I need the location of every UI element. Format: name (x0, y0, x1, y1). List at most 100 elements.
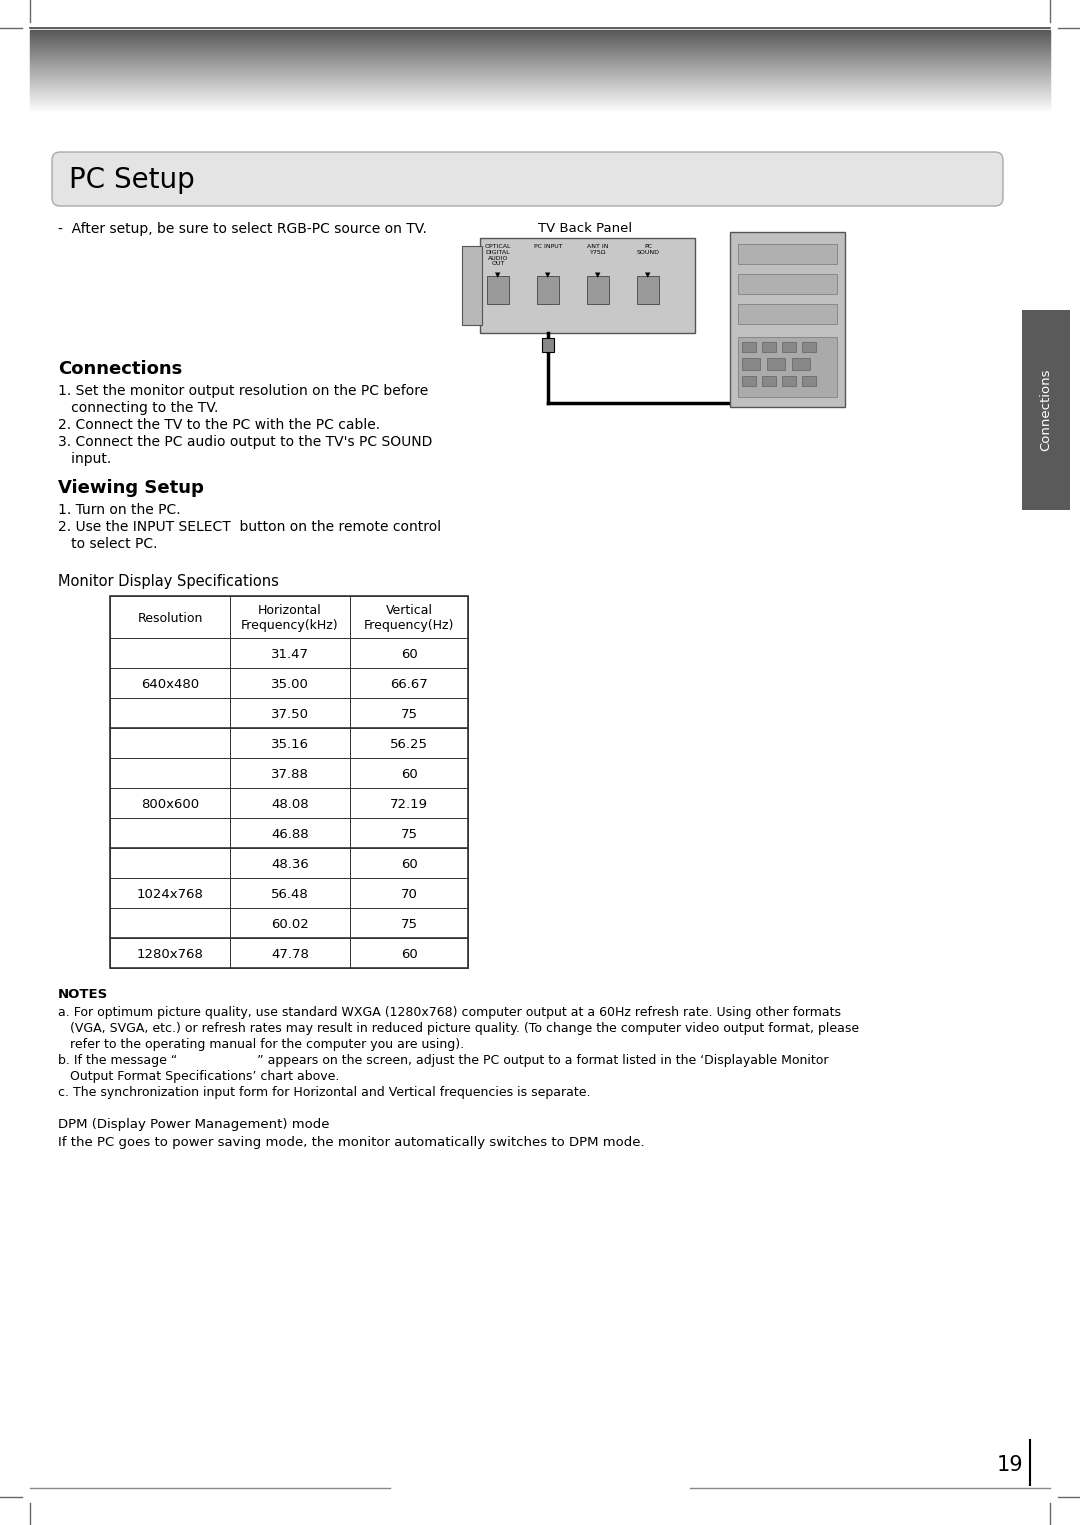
Text: refer to the operating manual for the computer you are using).: refer to the operating manual for the co… (58, 1039, 464, 1051)
Bar (762, 377, 777, 386)
Text: Resolution: Resolution (137, 612, 203, 625)
Bar (350, 788, 468, 817)
Text: ANT IN
Y75Ω: ANT IN Y75Ω (588, 244, 609, 255)
Bar (230, 938, 350, 968)
Text: 2. Connect the TV to the PC with the PC cable.: 2. Connect the TV to the PC with the PC … (58, 418, 380, 432)
Text: ▼: ▼ (545, 271, 551, 278)
Text: 60: 60 (401, 857, 417, 871)
Bar (350, 938, 468, 968)
Text: 48.08: 48.08 (271, 798, 309, 810)
Text: Output Format Specifications’ chart above.: Output Format Specifications’ chart abov… (58, 1071, 339, 1083)
Text: 37.88: 37.88 (271, 767, 309, 781)
Text: 56.25: 56.25 (390, 738, 428, 750)
Text: Monitor Display Specifications: Monitor Display Specifications (58, 573, 279, 589)
Bar (738, 274, 837, 294)
Text: a. For optimum picture quality, use standard WXGA (1280x768) computer output at : a. For optimum picture quality, use stan… (58, 1006, 841, 1019)
Text: PC Setup: PC Setup (69, 166, 194, 194)
Text: DPM (Display Power Management) mode: DPM (Display Power Management) mode (58, 1118, 329, 1132)
Bar (230, 907, 350, 938)
Text: 47.78: 47.78 (271, 947, 309, 961)
Text: connecting to the TV.: connecting to the TV. (58, 401, 218, 415)
Text: PC INPUT: PC INPUT (534, 244, 563, 249)
Text: (VGA, SVGA, etc.) or refresh rates may result in reduced picture quality. (To ch: (VGA, SVGA, etc.) or refresh rates may r… (58, 1022, 859, 1035)
Bar (738, 337, 837, 396)
Text: 46.88: 46.88 (271, 828, 309, 840)
Text: 31.47: 31.47 (271, 648, 309, 660)
Bar (230, 698, 350, 727)
Bar (230, 727, 350, 758)
Bar (742, 358, 760, 371)
Bar (110, 596, 230, 637)
Bar (480, 238, 696, 332)
Text: 75: 75 (401, 708, 418, 720)
Bar (782, 342, 796, 352)
Text: -  After setup, be sure to select RGB-PC source on TV.: - After setup, be sure to select RGB-PC … (58, 223, 427, 236)
Text: 1024x768: 1024x768 (136, 888, 203, 900)
Bar (110, 788, 230, 817)
Bar (110, 938, 230, 968)
Text: 75: 75 (401, 918, 418, 930)
Bar (350, 817, 468, 848)
Bar (802, 342, 816, 352)
Text: 60: 60 (401, 947, 417, 961)
Bar (802, 377, 816, 386)
Bar (110, 727, 230, 758)
Bar (588, 276, 609, 303)
Bar (350, 907, 468, 938)
Text: 66.67: 66.67 (390, 677, 428, 691)
Bar (762, 342, 777, 352)
Text: NOTES: NOTES (58, 988, 108, 1000)
Text: b. If the message “                    ” appears on the screen, adjust the PC ou: b. If the message “ ” appears on the scr… (58, 1054, 828, 1067)
Bar (1022, 310, 1070, 509)
Bar (738, 303, 837, 323)
Text: OPTICAL
DIGITAL
AUDIO
OUT: OPTICAL DIGITAL AUDIO OUT (485, 244, 511, 267)
Text: PC
SOUND: PC SOUND (636, 244, 660, 255)
Bar (110, 817, 230, 848)
Text: 800x600: 800x600 (140, 798, 199, 810)
Bar (350, 758, 468, 788)
Text: 1. Set the monitor output resolution on the PC before: 1. Set the monitor output resolution on … (58, 384, 429, 398)
Text: If the PC goes to power saving mode, the monitor automatically switches to DPM m: If the PC goes to power saving mode, the… (58, 1136, 645, 1148)
Bar (350, 727, 468, 758)
Bar (230, 817, 350, 848)
FancyBboxPatch shape (52, 152, 1003, 206)
Bar (730, 232, 845, 407)
Text: Viewing Setup: Viewing Setup (58, 479, 204, 497)
Bar (230, 596, 350, 637)
Text: Connections: Connections (1039, 369, 1053, 451)
Text: 37.50: 37.50 (271, 708, 309, 720)
Bar (782, 377, 796, 386)
Text: 75: 75 (401, 828, 418, 840)
Text: 3. Connect the PC audio output to the TV's PC SOUND: 3. Connect the PC audio output to the TV… (58, 435, 432, 448)
Bar (230, 668, 350, 698)
Bar (110, 907, 230, 938)
Text: input.: input. (58, 451, 111, 467)
Text: 48.36: 48.36 (271, 857, 309, 871)
Text: ▼: ▼ (595, 271, 600, 278)
Bar (110, 698, 230, 727)
Bar (230, 758, 350, 788)
Text: 60: 60 (401, 648, 417, 660)
Text: 70: 70 (401, 888, 418, 900)
Bar (230, 878, 350, 907)
Text: 72.19: 72.19 (390, 798, 428, 810)
Bar (537, 276, 559, 303)
Text: c. The synchronization input form for Horizontal and Vertical frequencies is sep: c. The synchronization input form for Ho… (58, 1086, 591, 1100)
Bar (350, 596, 468, 637)
Bar (738, 244, 837, 264)
Bar (110, 596, 468, 968)
Bar (350, 637, 468, 668)
Bar (637, 276, 659, 303)
Bar (792, 358, 810, 371)
Bar (350, 848, 468, 878)
Text: 2. Use the INPUT SELECT  button on the remote control: 2. Use the INPUT SELECT button on the re… (58, 520, 441, 534)
Text: 35.16: 35.16 (271, 738, 309, 750)
Bar (110, 878, 230, 907)
Bar (742, 377, 756, 386)
Bar (230, 637, 350, 668)
Bar (230, 788, 350, 817)
Bar (462, 246, 482, 325)
Text: 1. Turn on the PC.: 1. Turn on the PC. (58, 503, 180, 517)
Bar (542, 339, 554, 352)
Text: ▼: ▼ (646, 271, 650, 278)
